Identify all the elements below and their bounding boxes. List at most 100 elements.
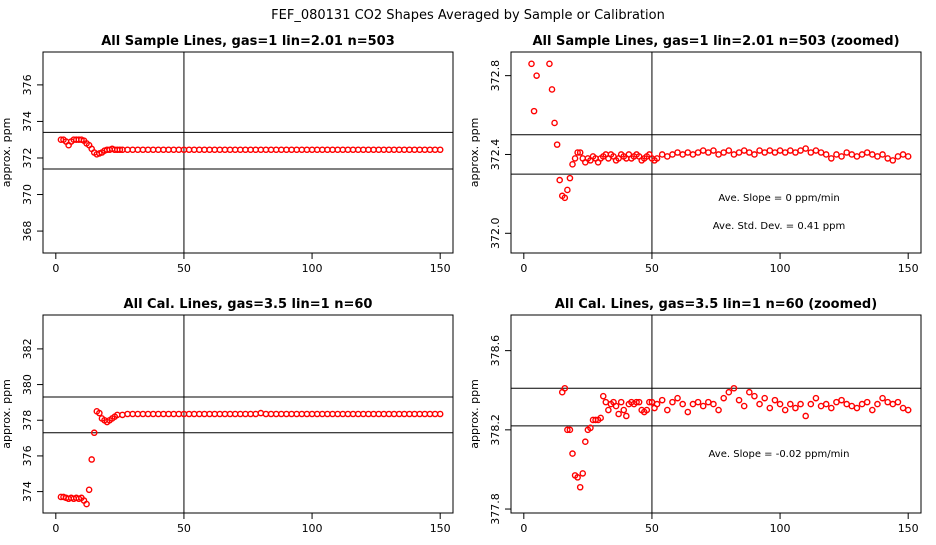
data-point: [324, 410, 331, 418]
data-point: [298, 146, 306, 154]
data-point: [370, 410, 377, 418]
data-point: [828, 404, 835, 412]
data-point: [792, 149, 799, 156]
data-point: [812, 147, 820, 154]
x-tick-label: 100: [302, 262, 323, 275]
data-point: [528, 60, 535, 68]
data-point: [869, 151, 876, 158]
data-point: [556, 176, 563, 184]
y-tick-label: 376: [21, 74, 34, 95]
data-point: [587, 424, 594, 432]
data-point: [134, 146, 142, 154]
data-point: [658, 151, 666, 158]
data-point: [206, 410, 213, 418]
data-point: [623, 412, 630, 420]
data-point: [561, 194, 569, 202]
data-point: [160, 410, 167, 418]
y-tick-label: 382: [21, 338, 34, 359]
data-point: [257, 409, 265, 417]
data-point: [874, 400, 881, 408]
data-point: [561, 384, 569, 392]
data-point: [426, 410, 434, 418]
data-point: [385, 410, 393, 418]
data-point: [129, 146, 136, 154]
data-point: [308, 410, 316, 418]
data-point: [267, 146, 275, 154]
x-tick-label: 150: [898, 522, 919, 535]
data-point: [553, 141, 561, 148]
data-point: [185, 410, 193, 418]
y-tick-label: 377.8: [489, 493, 502, 525]
data-point: [139, 146, 147, 154]
data-point: [874, 153, 881, 160]
data-point: [730, 384, 738, 392]
data-point: [715, 406, 722, 414]
data-point: [899, 151, 907, 158]
data-point: [569, 450, 576, 457]
data-point: [349, 146, 357, 154]
data-point: [237, 410, 244, 418]
data-point: [88, 456, 95, 463]
data-point: [288, 146, 295, 154]
data-point: [421, 146, 429, 154]
data-point: [272, 146, 280, 154]
data-point: [216, 146, 224, 154]
data-point: [633, 398, 640, 406]
data-point: [551, 119, 558, 127]
data-point: [761, 149, 768, 156]
data-point: [863, 149, 871, 156]
data-point: [380, 410, 388, 418]
x-tick-label: 50: [645, 522, 659, 535]
data-point: [848, 402, 856, 410]
data-point: [329, 410, 336, 418]
data-point: [385, 146, 393, 154]
data-point: [160, 146, 167, 154]
data-point: [231, 410, 239, 418]
data-point: [139, 410, 147, 418]
x-tick-label: 150: [898, 262, 919, 275]
data-point: [797, 147, 804, 154]
data-point: [858, 400, 866, 408]
data-point: [664, 153, 671, 160]
data-point: [812, 394, 820, 402]
y-tick-label: 378.2: [489, 414, 502, 446]
data-point: [226, 410, 234, 418]
data-point: [684, 149, 692, 156]
y-tick-label: 370: [21, 184, 34, 205]
x-tick-label: 150: [430, 262, 451, 275]
data-point: [569, 161, 576, 168]
data-point: [653, 400, 661, 408]
data-point: [334, 410, 341, 418]
y-tick-label: 374: [21, 481, 34, 502]
data-point: [144, 410, 152, 418]
data-point: [283, 146, 290, 154]
y-tick-label: 376: [21, 445, 34, 466]
data-point: [90, 429, 98, 437]
data-point: [730, 151, 738, 158]
data-point: [237, 146, 244, 154]
data-point: [848, 151, 856, 158]
y-axis-label: approx. ppm: [0, 118, 13, 188]
data-point: [313, 146, 321, 154]
data-point: [599, 392, 607, 400]
panel-3: All Cal. Lines, gas=3.5 lin=1 n=60 0 50 100…: [0, 297, 454, 535]
data-point: [431, 146, 439, 154]
data-point: [149, 146, 157, 154]
data-point: [144, 146, 152, 154]
data-point: [564, 186, 571, 194]
annotation-text: Ave. Std. Dev. = 0.41 ppm: [713, 221, 845, 232]
data-point: [564, 426, 571, 434]
data-point: [833, 151, 840, 158]
data-point: [822, 151, 830, 158]
data-point: [853, 404, 861, 412]
data-point: [395, 410, 403, 418]
data-point: [710, 400, 717, 408]
data-point: [267, 410, 275, 418]
data-point: [582, 438, 589, 446]
data-point: [669, 398, 676, 406]
data-point: [411, 146, 418, 154]
data-point: [155, 410, 162, 418]
plot-frame: [510, 314, 922, 514]
data-point: [884, 155, 891, 162]
data-point: [283, 410, 290, 418]
